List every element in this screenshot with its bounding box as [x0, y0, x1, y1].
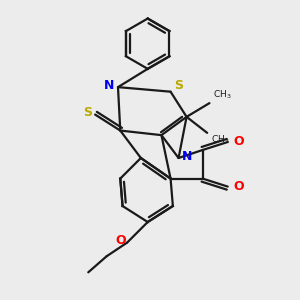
Text: CH$_3$: CH$_3$ [211, 134, 229, 146]
Text: O: O [233, 180, 244, 193]
Text: O: O [233, 136, 244, 148]
Text: O: O [115, 234, 126, 247]
Text: S: S [174, 80, 183, 92]
Text: N: N [104, 80, 114, 92]
Text: CH$_3$: CH$_3$ [213, 88, 232, 101]
Text: N: N [182, 150, 192, 164]
Text: S: S [82, 106, 91, 119]
